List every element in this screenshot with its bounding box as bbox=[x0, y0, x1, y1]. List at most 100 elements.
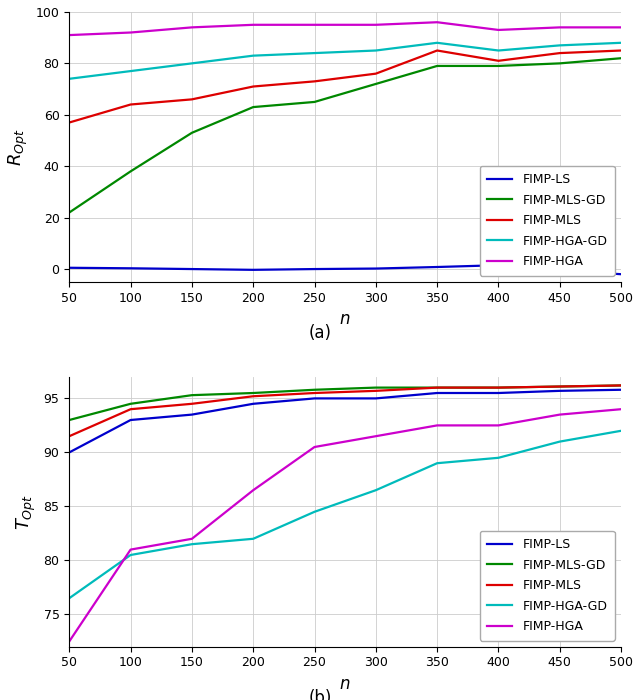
Line: FIMP-MLS: FIMP-MLS bbox=[69, 386, 621, 436]
FIMP-MLS-GD bbox=[127, 167, 134, 176]
FIMP-HGA bbox=[250, 486, 257, 494]
FIMP-LS bbox=[495, 389, 502, 397]
FIMP-LS bbox=[250, 400, 257, 408]
FIMP-MLS bbox=[65, 118, 73, 127]
FIMP-LS bbox=[188, 410, 196, 419]
FIMP-LS bbox=[617, 270, 625, 279]
FIMP-LS bbox=[556, 386, 564, 395]
FIMP-HGA-GD bbox=[65, 594, 73, 603]
Line: FIMP-MLS: FIMP-MLS bbox=[69, 50, 621, 122]
FIMP-MLS-GD bbox=[556, 382, 564, 391]
Legend: FIMP-LS, FIMP-MLS-GD, FIMP-MLS, FIMP-HGA-GD, FIMP-HGA: FIMP-LS, FIMP-MLS-GD, FIMP-MLS, FIMP-HGA… bbox=[480, 531, 615, 640]
FIMP-MLS-GD bbox=[127, 400, 134, 408]
FIMP-MLS-GD bbox=[372, 384, 380, 392]
FIMP-LS bbox=[372, 265, 380, 273]
X-axis label: $n$: $n$ bbox=[339, 675, 351, 693]
FIMP-LS bbox=[65, 448, 73, 456]
FIMP-HGA-GD bbox=[556, 41, 564, 50]
FIMP-HGA bbox=[250, 20, 257, 29]
FIMP-LS bbox=[127, 416, 134, 424]
FIMP-HGA-GD bbox=[495, 454, 502, 462]
FIMP-LS bbox=[372, 394, 380, 402]
FIMP-HGA bbox=[617, 405, 625, 414]
FIMP-HGA-GD bbox=[433, 38, 441, 47]
FIMP-HGA-GD bbox=[372, 46, 380, 55]
FIMP-MLS bbox=[65, 432, 73, 440]
Y-axis label: $R_{Opt}$: $R_{Opt}$ bbox=[7, 128, 30, 166]
FIMP-LS bbox=[127, 264, 134, 272]
FIMP-MLS-GD bbox=[310, 386, 318, 394]
FIMP-MLS-GD bbox=[556, 60, 564, 68]
FIMP-HGA-GD bbox=[250, 52, 257, 60]
FIMP-MLS bbox=[188, 95, 196, 104]
FIMP-HGA-GD bbox=[250, 535, 257, 543]
Line: FIMP-HGA-GD: FIMP-HGA-GD bbox=[69, 43, 621, 79]
FIMP-MLS bbox=[127, 100, 134, 108]
FIMP-HGA-GD bbox=[433, 459, 441, 468]
FIMP-MLS-GD bbox=[433, 62, 441, 70]
FIMP-LS bbox=[250, 265, 257, 274]
FIMP-MLS bbox=[310, 77, 318, 85]
Text: (a): (a) bbox=[308, 324, 332, 342]
Line: FIMP-LS: FIMP-LS bbox=[69, 390, 621, 452]
FIMP-HGA bbox=[433, 18, 441, 27]
FIMP-MLS-GD bbox=[250, 389, 257, 397]
FIMP-MLS bbox=[433, 46, 441, 55]
FIMP-HGA-GD bbox=[127, 551, 134, 559]
FIMP-LS bbox=[310, 394, 318, 402]
FIMP-MLS bbox=[617, 382, 625, 390]
FIMP-HGA bbox=[65, 637, 73, 645]
FIMP-MLS bbox=[556, 49, 564, 57]
FIMP-MLS-GD bbox=[495, 62, 502, 70]
FIMP-HGA bbox=[556, 410, 564, 419]
FIMP-HGA-GD bbox=[617, 426, 625, 435]
FIMP-MLS bbox=[188, 400, 196, 408]
FIMP-MLS bbox=[250, 83, 257, 91]
FIMP-MLS bbox=[372, 69, 380, 78]
FIMP-LS bbox=[433, 262, 441, 271]
FIMP-LS bbox=[617, 386, 625, 394]
FIMP-MLS-GD bbox=[65, 416, 73, 424]
Line: FIMP-HGA: FIMP-HGA bbox=[69, 410, 621, 641]
FIMP-HGA bbox=[188, 23, 196, 32]
X-axis label: $n$: $n$ bbox=[339, 310, 351, 328]
Text: (b): (b) bbox=[308, 689, 332, 700]
FIMP-LS bbox=[433, 389, 441, 397]
Line: FIMP-MLS-GD: FIMP-MLS-GD bbox=[69, 386, 621, 420]
Line: FIMP-MLS-GD: FIMP-MLS-GD bbox=[69, 58, 621, 213]
FIMP-HGA bbox=[495, 421, 502, 430]
FIMP-MLS-GD bbox=[372, 80, 380, 88]
FIMP-MLS-GD bbox=[495, 384, 502, 392]
Y-axis label: $T_{Opt}$: $T_{Opt}$ bbox=[15, 494, 38, 530]
FIMP-MLS bbox=[433, 384, 441, 392]
FIMP-MLS-GD bbox=[310, 98, 318, 106]
FIMP-MLS bbox=[127, 405, 134, 414]
FIMP-HGA bbox=[433, 421, 441, 430]
FIMP-HGA-GD bbox=[127, 67, 134, 76]
FIMP-HGA bbox=[372, 432, 380, 440]
FIMP-MLS-GD bbox=[433, 384, 441, 392]
FIMP-LS bbox=[65, 264, 73, 272]
FIMP-MLS bbox=[495, 384, 502, 392]
Line: FIMP-HGA-GD: FIMP-HGA-GD bbox=[69, 430, 621, 598]
FIMP-HGA bbox=[65, 31, 73, 39]
FIMP-MLS bbox=[372, 386, 380, 395]
FIMP-HGA-GD bbox=[617, 38, 625, 47]
FIMP-HGA-GD bbox=[188, 60, 196, 68]
FIMP-HGA bbox=[127, 28, 134, 36]
Line: FIMP-HGA: FIMP-HGA bbox=[69, 22, 621, 35]
Line: FIMP-LS: FIMP-LS bbox=[69, 265, 621, 274]
FIMP-HGA-GD bbox=[556, 438, 564, 446]
FIMP-MLS-GD bbox=[188, 391, 196, 400]
FIMP-MLS-GD bbox=[250, 103, 257, 111]
FIMP-HGA bbox=[188, 535, 196, 543]
FIMP-LS bbox=[310, 265, 318, 273]
FIMP-HGA-GD bbox=[188, 540, 196, 548]
FIMP-LS bbox=[188, 265, 196, 273]
FIMP-MLS-GD bbox=[617, 382, 625, 390]
FIMP-MLS bbox=[250, 392, 257, 400]
FIMP-HGA-GD bbox=[310, 508, 318, 516]
FIMP-MLS bbox=[617, 46, 625, 55]
FIMP-HGA bbox=[310, 443, 318, 452]
FIMP-HGA bbox=[127, 545, 134, 554]
